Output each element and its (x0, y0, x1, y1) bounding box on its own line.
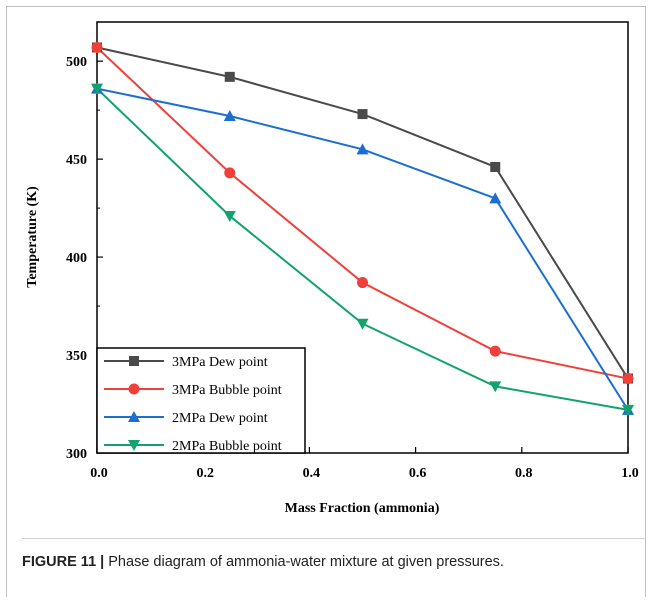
figure-caption: FIGURE 11 | Phase diagram of ammonia-wat… (22, 551, 622, 573)
caption-divider (22, 538, 646, 539)
data-point-series-4 (622, 404, 634, 416)
legend-marker (128, 411, 140, 422)
chart: 0.0 0.2 0.4 0.6 0.8 1.0 300 350 400 450 500 Mass F… (25, 21, 639, 516)
data-point-series-1 (224, 71, 235, 82)
y-tick-label: 400 (66, 251, 87, 266)
series-markers (91, 41, 634, 416)
y-tick-label: 300 (66, 447, 87, 462)
legend: 3MPa Dew point 3MPa Bubble point 2MPa Dew … (96, 347, 306, 454)
y-tick-label: 500 (66, 55, 87, 70)
x-axis-title: Mass Fraction (ammonia) (285, 501, 440, 516)
data-point-series-2 (224, 167, 236, 179)
x-tick-label: 0.6 (409, 466, 427, 481)
legend-label: 2MPa Dew point (172, 411, 268, 426)
figure-frame (6, 6, 646, 597)
data-point-series-1 (490, 161, 501, 172)
y-tick-label: 350 (66, 349, 87, 364)
x-tick-label: 1.0 (621, 466, 639, 481)
y-tick-label: 450 (66, 153, 87, 168)
data-point-series-4 (489, 381, 502, 393)
y-axis-title: Temperature (K) (25, 186, 40, 288)
axis-ticks: 0.0 0.2 0.4 0.6 0.8 1.0 300 350 400 450 500 (66, 55, 639, 481)
data-point-series-2 (622, 373, 634, 385)
x-tick-label: 0.0 (90, 466, 108, 481)
data-point-series-3 (223, 110, 236, 122)
legend-label: 3MPa Dew point (172, 355, 268, 370)
x-tick-label: 0.2 (196, 466, 214, 481)
caption-text: Phase diagram of ammonia-water mixture a… (108, 554, 504, 570)
legend-label: 2MPa Bubble point (172, 439, 282, 454)
legend-marker (128, 440, 140, 451)
x-tick-label: 0.8 (515, 466, 533, 481)
legend-marker (129, 356, 139, 366)
data-point-series-2 (489, 345, 501, 357)
plot-area (96, 21, 629, 454)
data-point-series-2 (357, 277, 368, 289)
legend-label: 3MPa Bubble point (172, 383, 282, 398)
data-point-series-3 (489, 192, 502, 204)
legend-marker (128, 383, 140, 395)
data-point-series-4 (91, 83, 103, 95)
data-point-series-4 (223, 210, 236, 222)
data-point-series-1 (357, 109, 368, 120)
data-point-series-3 (356, 143, 369, 155)
figure-label: FIGURE 11 | (22, 554, 105, 570)
data-point-series-4 (356, 318, 369, 330)
x-tick-label: 0.4 (303, 466, 321, 481)
data-point-series-2 (91, 41, 103, 53)
